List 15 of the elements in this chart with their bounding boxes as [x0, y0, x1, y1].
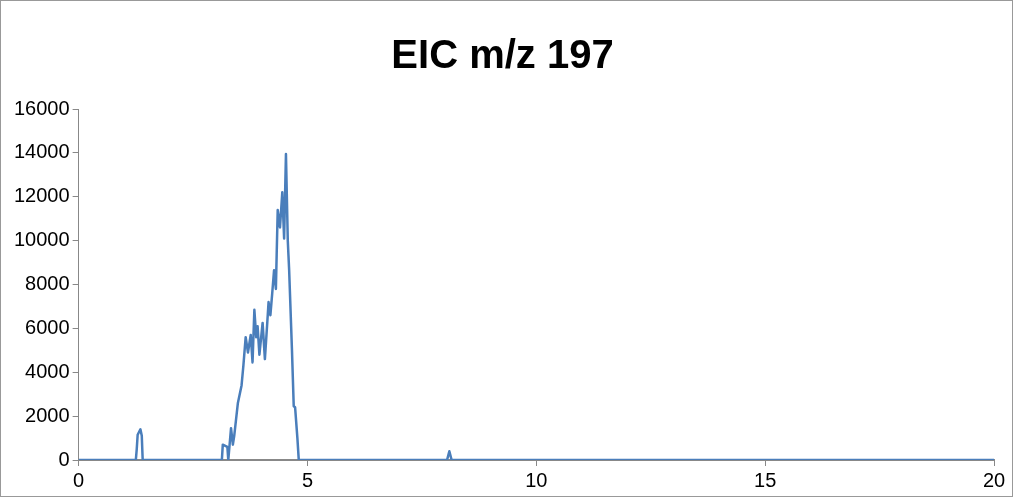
- y-tick-label: 14000: [13, 140, 70, 163]
- y-tick-label: 6000: [25, 315, 70, 338]
- x-tick-label: 5: [301, 468, 314, 491]
- y-tick-label: 12000: [13, 184, 70, 207]
- y-tick-label: 16000: [13, 96, 70, 119]
- y-tick-label: 8000: [25, 272, 70, 295]
- y-tick-label: 10000: [13, 228, 70, 251]
- x-tick-label: 0: [73, 468, 85, 491]
- chart-title: EIC m/z 197: [391, 32, 614, 77]
- y-tick-label: 4000: [25, 359, 70, 382]
- x-tick-label: 10: [525, 468, 548, 491]
- y-tick-label: 2000: [25, 403, 70, 426]
- x-tick-label: 20: [982, 468, 1006, 491]
- x-tick-label: 15: [754, 468, 777, 491]
- y-tick-label: 0: [58, 447, 70, 470]
